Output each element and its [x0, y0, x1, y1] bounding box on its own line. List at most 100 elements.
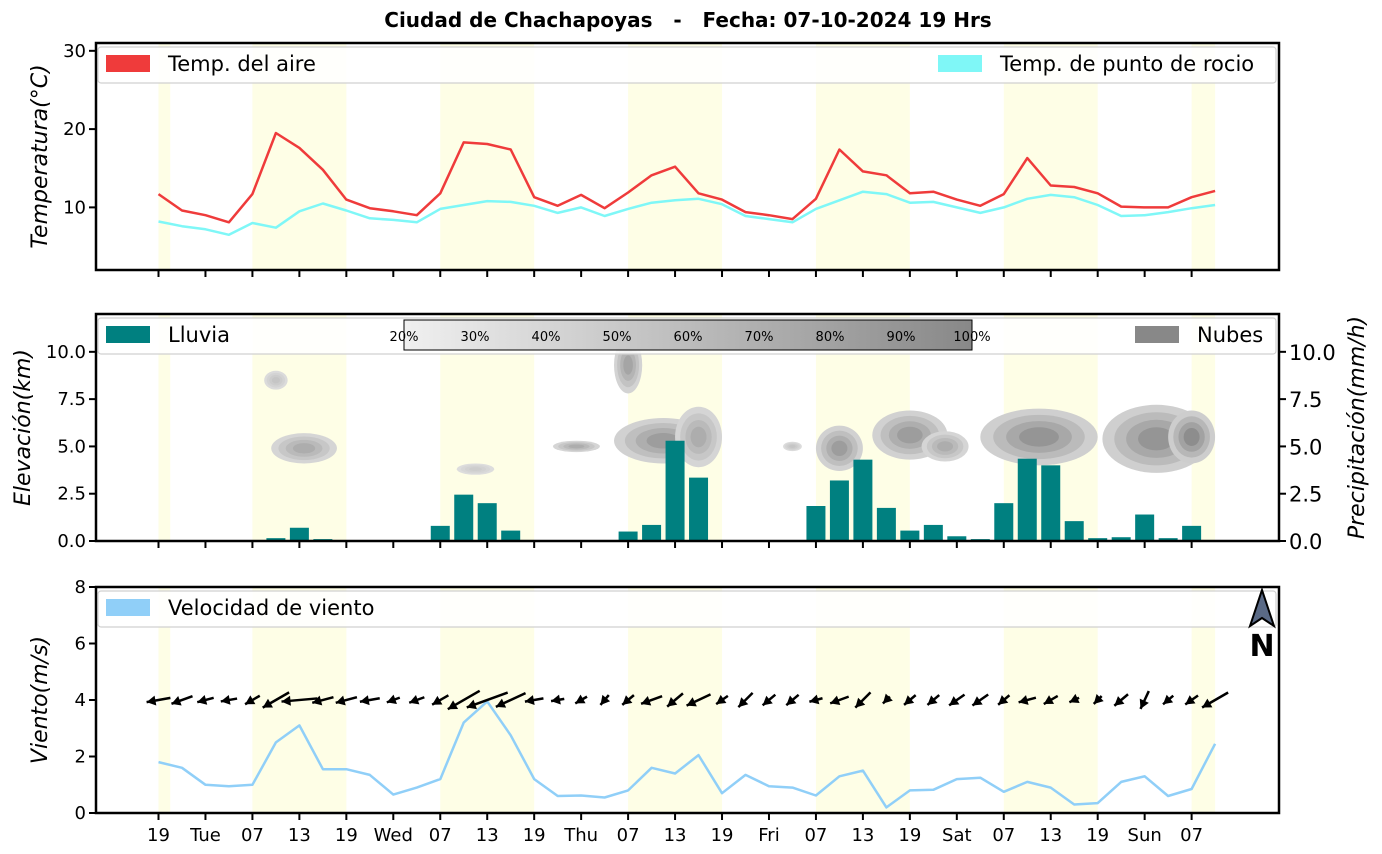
rain-bar	[1158, 538, 1178, 541]
wind-arrow	[1018, 695, 1037, 705]
wind-arrow-head	[432, 695, 443, 705]
x-tick-label: 19	[147, 825, 170, 846]
wind-arrow-head	[1202, 698, 1213, 708]
wind-arrow	[737, 691, 754, 709]
wind-arrow-head	[762, 695, 773, 706]
wind-arrow	[574, 694, 588, 705]
wind-arrow	[281, 695, 318, 706]
legend-dew-label: Temp. de punto de rocio	[999, 52, 1254, 76]
wind-arrow	[1092, 694, 1104, 705]
x-tick-label: 07	[804, 825, 827, 846]
x-tick-label: 13	[476, 825, 499, 846]
rain-bar	[430, 525, 450, 541]
wind-arrow-head	[1139, 698, 1149, 709]
cloud-contour	[568, 444, 585, 449]
wind-arrow	[761, 693, 777, 707]
x-tick-label: 19	[1086, 825, 1109, 846]
wind-arrow	[1043, 694, 1059, 706]
rain-bar	[618, 531, 638, 541]
wind-arrow-head	[809, 694, 820, 705]
wind-arrow	[1068, 693, 1080, 704]
wind-arrow	[666, 692, 684, 708]
wind-arrow	[854, 691, 872, 709]
y-tick-label: 2	[75, 747, 86, 768]
cloud-scale-label: 80%	[816, 330, 845, 345]
wind-arrow	[196, 695, 214, 705]
y2-tick-label: 5.0	[1289, 435, 1322, 459]
wind-arrow-head	[855, 697, 866, 708]
rain-bar	[876, 507, 896, 541]
wind-arrow	[1139, 690, 1150, 710]
y-tick-label: 20	[63, 119, 86, 140]
wind-arrow-head	[447, 700, 459, 710]
x-tick-label: 07	[1180, 825, 1203, 846]
cloud-scale-label: 100%	[953, 330, 990, 345]
wind-arrow-head	[245, 695, 256, 705]
wind-arrow	[335, 695, 358, 706]
y-axis-label: Viento(m/s)	[28, 636, 53, 764]
x-tick-label: 19	[711, 825, 734, 846]
wind-arrow-head	[1018, 695, 1029, 705]
wind-arrow	[524, 695, 544, 705]
wind-arrow-head	[386, 694, 397, 704]
rain-bar	[1041, 465, 1061, 541]
wind-arrow	[903, 694, 917, 706]
panel-frame	[94, 41, 1281, 272]
y-tick-label: 0	[75, 803, 86, 824]
cloud-scale-label: 70%	[745, 330, 774, 345]
rain-bar	[923, 524, 943, 541]
y2-axis-label: Precipitación(mm/h)	[1345, 316, 1370, 539]
rain-bar	[266, 538, 286, 541]
wind-arrow	[386, 694, 401, 704]
wind-arrow	[220, 694, 238, 705]
air-temp-line	[157, 131, 1216, 224]
x-tick-label: 13	[288, 825, 311, 846]
wind-arrow	[621, 694, 635, 706]
wind-arrow	[1184, 694, 1199, 706]
y-axis-label: Temperatura(°C)	[28, 64, 53, 248]
y-tick-label: 10	[63, 197, 86, 218]
rain-bar	[501, 530, 521, 541]
wind-arrow-head	[738, 697, 749, 708]
wind-arrow-head	[197, 695, 208, 705]
wind-arrow	[359, 695, 380, 706]
wind-arrow	[785, 693, 800, 707]
cloud-contour	[897, 426, 923, 444]
legend-clouds-swatch	[1135, 326, 1179, 343]
wind-arrow-head	[281, 695, 291, 706]
rain-bar	[642, 524, 662, 541]
wind-arrow	[809, 694, 823, 705]
cloud-scale-label: 20%	[390, 330, 419, 345]
wind-speed-line	[158, 700, 1217, 809]
wind-arrow-head	[524, 695, 535, 705]
x-tick-label: 19	[335, 825, 358, 846]
cloud-scale-label: 40%	[532, 330, 561, 345]
legend-rain-label: Lluvia	[168, 323, 230, 347]
wind-arrow	[926, 694, 941, 706]
cloud-contour	[469, 467, 482, 472]
rain-bar	[689, 477, 709, 541]
wind-arrow-head	[1043, 695, 1055, 705]
wind-arrow-head	[359, 695, 370, 706]
wind-arrow	[686, 693, 712, 707]
wind-arrow-head	[830, 695, 841, 705]
wind-arrow-head	[312, 695, 323, 706]
x-tick-label: Sun	[1128, 825, 1162, 846]
x-tick-label: 07	[429, 825, 452, 846]
rain-bar	[900, 530, 920, 541]
legend-air-label: Temp. del aire	[167, 52, 316, 76]
temperature-panel: 10 20 30 Temperatura(°C) Temp. del aire Temp.…	[28, 41, 1281, 277]
wind-arrow-head	[1069, 693, 1080, 703]
rain-bar	[1111, 537, 1131, 541]
wind-arrow-head	[1114, 696, 1125, 706]
wind-arrow	[948, 693, 966, 707]
rain-bar	[1135, 514, 1155, 541]
x-tick-label: Wed	[374, 825, 413, 846]
rain-bar	[454, 494, 474, 541]
legend-clouds-label: Nubes	[1197, 323, 1263, 347]
wind-arrow-head	[641, 696, 652, 706]
daylight-band	[158, 43, 171, 270]
x-tick-label: 07	[241, 825, 264, 846]
y-tick-label: 7.5	[57, 389, 86, 410]
x-tick-label: Sat	[942, 825, 972, 846]
